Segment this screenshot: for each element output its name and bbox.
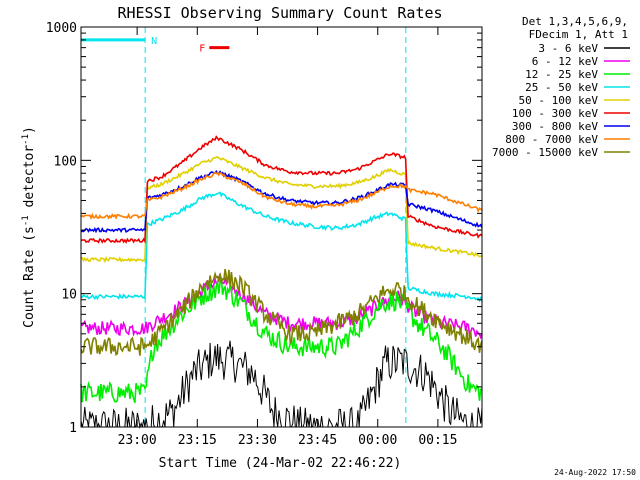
y-axis-label: Count Rate (s-1 detector-1) xyxy=(21,126,37,328)
x-axis-label: Start Time (24-Mar-02 22:46:22) xyxy=(159,456,402,471)
y-tick-label-2: 10 xyxy=(61,288,77,303)
series-line-6 xyxy=(81,135,483,245)
x-tick-label-3: 23:30 xyxy=(238,433,277,448)
x-axis-ticks: 23:00 23:15 23:30 23:45 00:00 00:15 xyxy=(118,27,457,448)
y-tick-label-3: 100 xyxy=(54,154,77,169)
x-tick-label-5: 00:00 xyxy=(358,433,397,448)
legend-header-line-1: Det 1,3,4,5,6,9, xyxy=(522,15,628,28)
plot-timestamp: 24-Aug-2022 17:50 xyxy=(554,468,636,477)
plot-frame xyxy=(80,26,483,428)
legend-label-7: 300 - 800 keV xyxy=(512,120,598,133)
legend-label-4: 25 - 50 keV xyxy=(525,81,598,94)
y-axis-ticks: 1 10 100 1000 xyxy=(46,21,482,436)
y-axis-label-sup1: -1 xyxy=(21,215,31,226)
y-tick-label-1: 1 xyxy=(69,421,77,436)
series-line-4 xyxy=(80,191,483,303)
legend-label-8: 800 - 7000 keV xyxy=(505,133,598,146)
x-tick-label-2: 23:15 xyxy=(178,433,217,448)
series-line-7 xyxy=(80,169,483,234)
y-axis-label-mid: detector xyxy=(22,145,37,216)
y-axis-label-pre: Count Rate (s xyxy=(22,226,37,328)
legend-label-3: 12 - 25 keV xyxy=(525,68,598,81)
flag-label-f: F xyxy=(199,44,205,55)
legend-header-line-2: FDecim 1, Att 1 xyxy=(529,28,628,41)
series-line-2 xyxy=(80,272,483,340)
series-line-3 xyxy=(80,277,482,404)
series-line-5 xyxy=(80,156,483,264)
legend: Det 1,3,4,5,6,9, FDecim 1, Att 1 3 - 6 k… xyxy=(492,15,630,159)
legend-label-1: 3 - 6 keV xyxy=(538,42,598,55)
chart-title: RHESSI Observing Summary Count Rates xyxy=(117,4,442,22)
legend-label-5: 50 - 100 keV xyxy=(519,94,599,107)
legend-label-9: 7000 - 15000 keV xyxy=(492,146,598,159)
flag-label-n: N xyxy=(151,36,157,47)
x-tick-label-4: 23:45 xyxy=(298,433,337,448)
legend-label-2: 6 - 12 keV xyxy=(532,55,599,68)
series-line-8 xyxy=(80,171,483,221)
series-line-9 xyxy=(80,269,483,357)
x-tick-label-1: 23:00 xyxy=(118,433,157,448)
y-axis-label-sup2: -1 xyxy=(21,134,31,145)
y-axis-label-post: ) xyxy=(22,126,37,134)
y-tick-label-4: 1000 xyxy=(46,21,77,36)
plot-area: NF xyxy=(80,27,483,429)
x-tick-label-6: 00:15 xyxy=(418,433,457,448)
legend-label-6: 100 - 300 keV xyxy=(512,107,598,120)
